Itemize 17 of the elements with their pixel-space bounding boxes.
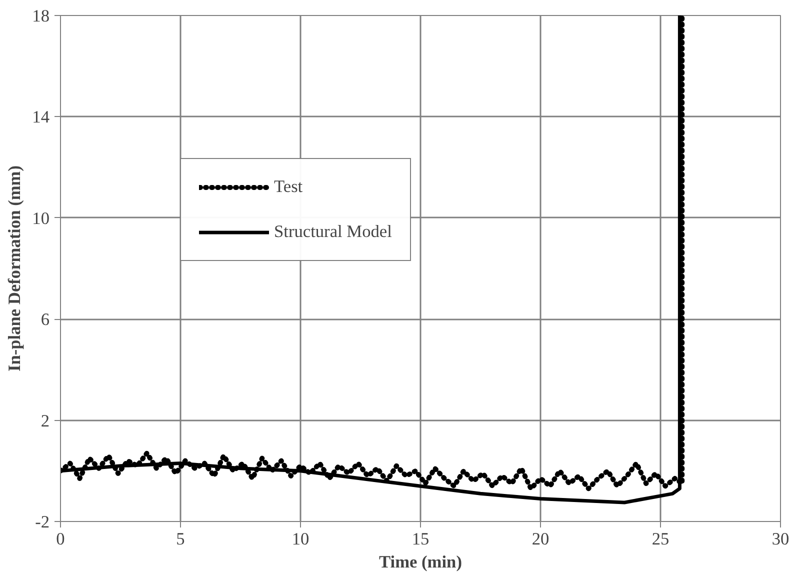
y-tick-label: 2 — [40, 411, 50, 430]
legend-label: Test — [274, 177, 303, 197]
y-tick-label: 18 — [32, 6, 50, 26]
y-tick-label: 10 — [32, 208, 50, 228]
y-tick-label: -2 — [35, 512, 50, 532]
x-tick-label: 10 — [292, 530, 310, 548]
legend-label: Structural Model — [274, 222, 392, 242]
x-tick-label: 15 — [412, 530, 430, 548]
x-axis-title: Time (min) — [379, 552, 462, 572]
x-tick-label: 5 — [176, 530, 185, 548]
y-tick-label: 6 — [40, 310, 50, 330]
x-tick-label: 25 — [652, 530, 670, 548]
x-tick-label: 0 — [56, 530, 65, 548]
y-tick-label: 14 — [32, 108, 50, 127]
x-tick-label: 20 — [532, 530, 550, 548]
x-tick-label: 30 — [772, 530, 790, 548]
y-axis-title: In-plane Deformation (mm) — [5, 165, 24, 372]
